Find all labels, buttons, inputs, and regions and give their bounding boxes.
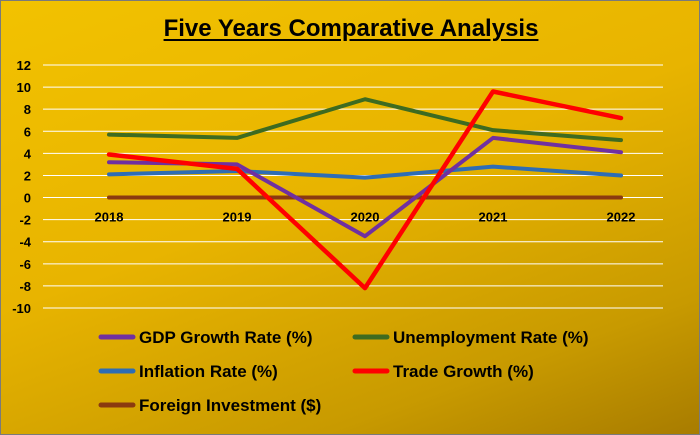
legend-label-2: Inflation Rate (%) [139, 362, 278, 381]
y-tick-label-3: 6 [24, 124, 31, 139]
y-tick-label-11: -10 [12, 301, 31, 316]
legend-label-4: Foreign Investment ($) [139, 396, 321, 415]
y-tick-label-1: 10 [17, 80, 31, 95]
series-line-2 [107, 164, 623, 180]
x-tick-label-1: 2019 [223, 210, 252, 225]
y-tick-label-10: -8 [19, 279, 31, 294]
legend-label-3: Trade Growth (%) [393, 362, 534, 381]
legend-label-1: Unemployment Rate (%) [393, 328, 589, 347]
y-tick-label-6: 0 [24, 191, 31, 206]
series-line-3 [106, 89, 624, 291]
x-tick-label-0: 2018 [95, 210, 124, 225]
y-tick-label-9: -6 [19, 257, 31, 272]
y-tick-label-0: 12 [17, 58, 31, 73]
x-tick-label-3: 2021 [479, 210, 508, 225]
x-tick-label-4: 2022 [607, 210, 636, 225]
y-tick-label-4: 4 [24, 146, 32, 161]
chart-title: Five Years Comparative Analysis [163, 15, 539, 42]
y-tick-label-2: 8 [24, 102, 31, 117]
y-tick-label-8: -4 [19, 235, 31, 250]
x-tick-label-2: 2020 [351, 210, 380, 225]
legend-label-0: GDP Growth Rate (%) [139, 328, 312, 347]
y-tick-label-7: -2 [19, 213, 31, 228]
y-tick-label-5: 2 [24, 168, 31, 183]
series-line-1 [107, 97, 623, 143]
